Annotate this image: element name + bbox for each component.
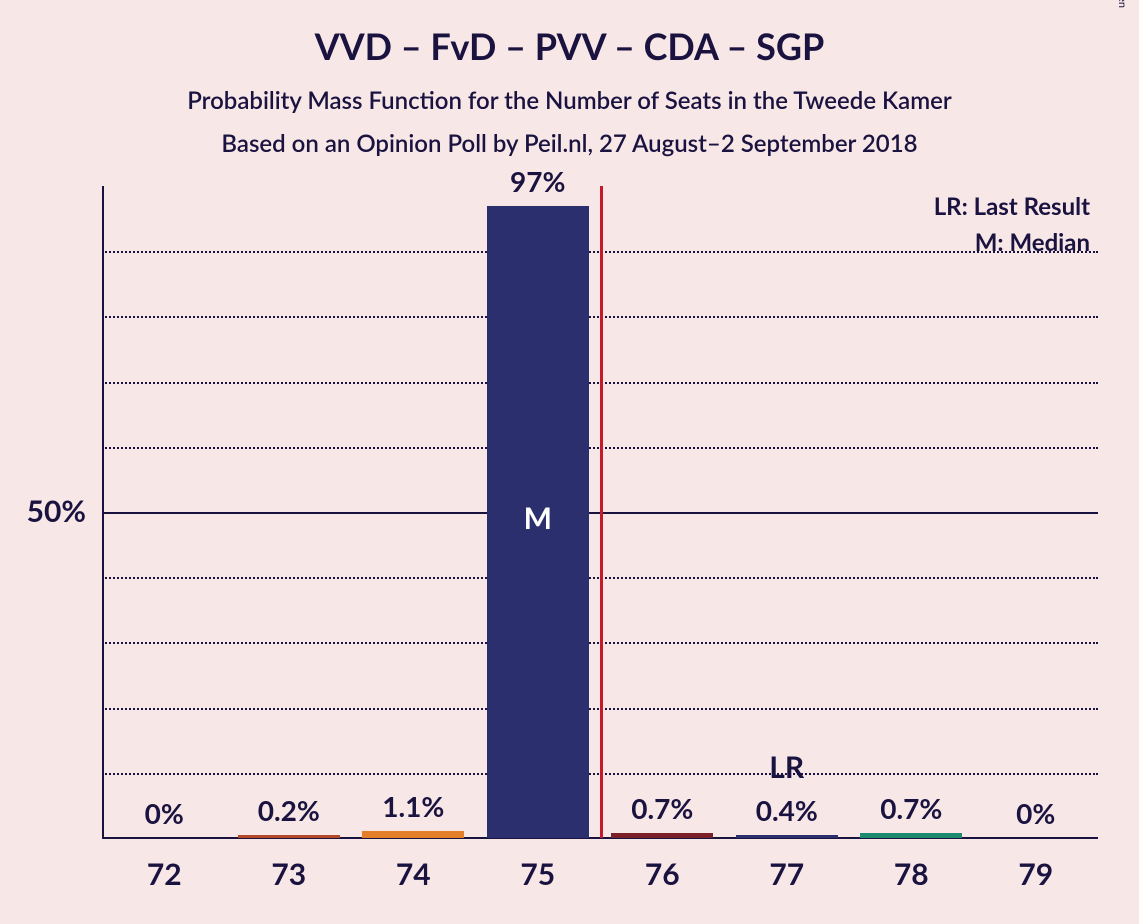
lr-label: LR xyxy=(725,749,850,785)
chart-title: VVD – FvD – PVV – CDA – SGP xyxy=(0,24,1139,68)
bar-slot: 97%M xyxy=(476,186,601,838)
bar-slot: 0% xyxy=(974,186,1099,838)
bar-value-label: 0.2% xyxy=(227,793,352,827)
bar xyxy=(362,831,464,838)
bar-value-label: 0.7% xyxy=(600,791,725,825)
chart-plot-area: 0%0.2%1.1%97%M0.7%0.4%LR0.7%0%LR: Last R… xyxy=(102,186,1098,838)
median-label: M xyxy=(476,500,601,536)
y-tick-label: 50% xyxy=(27,493,86,529)
bar-slot: 0.7% xyxy=(849,186,974,838)
bar-slot: 0.2% xyxy=(227,186,352,838)
majority-line xyxy=(600,186,603,838)
bar-value-label: 1.1% xyxy=(351,789,476,823)
bar-value-label: 0.7% xyxy=(849,791,974,825)
bar-value-label: 0% xyxy=(102,796,227,830)
bar-slot: 0.4% LR xyxy=(725,186,850,838)
x-tick-label: 74 xyxy=(351,856,476,892)
x-tick-label: 78 xyxy=(849,856,974,892)
x-tick-label: 76 xyxy=(600,856,725,892)
chart-titles: VVD – FvD – PVV – CDA – SGP Probability … xyxy=(0,0,1139,158)
bar-value-label: 97% xyxy=(476,164,601,198)
x-tick-label: 75 xyxy=(476,856,601,892)
bar xyxy=(736,835,838,838)
x-tick-label: 72 xyxy=(102,856,227,892)
bar-slot: 0.7% xyxy=(600,186,725,838)
chart-subtitle-1: Probability Mass Function for the Number… xyxy=(0,86,1139,115)
bar xyxy=(611,833,713,838)
bar-value-label: 0% xyxy=(974,796,1099,830)
chart-subtitle-2: Based on an Opinion Poll by Peil.nl, 27 … xyxy=(0,129,1139,158)
bar xyxy=(238,835,340,838)
bar xyxy=(860,833,962,838)
x-tick-label: 79 xyxy=(974,856,1099,892)
legend-lr: LR: Last Result xyxy=(934,192,1090,221)
bar-slot: 0% xyxy=(102,186,227,838)
x-tick-label: 73 xyxy=(227,856,352,892)
bar-slot: 1.1% xyxy=(351,186,476,838)
copyright-text: © 2020 Filip van Laenen xyxy=(1116,0,1129,8)
bar-value-label: 0.4% xyxy=(725,793,850,827)
legend-median: M: Median xyxy=(975,228,1090,257)
x-tick-label: 77 xyxy=(725,856,850,892)
